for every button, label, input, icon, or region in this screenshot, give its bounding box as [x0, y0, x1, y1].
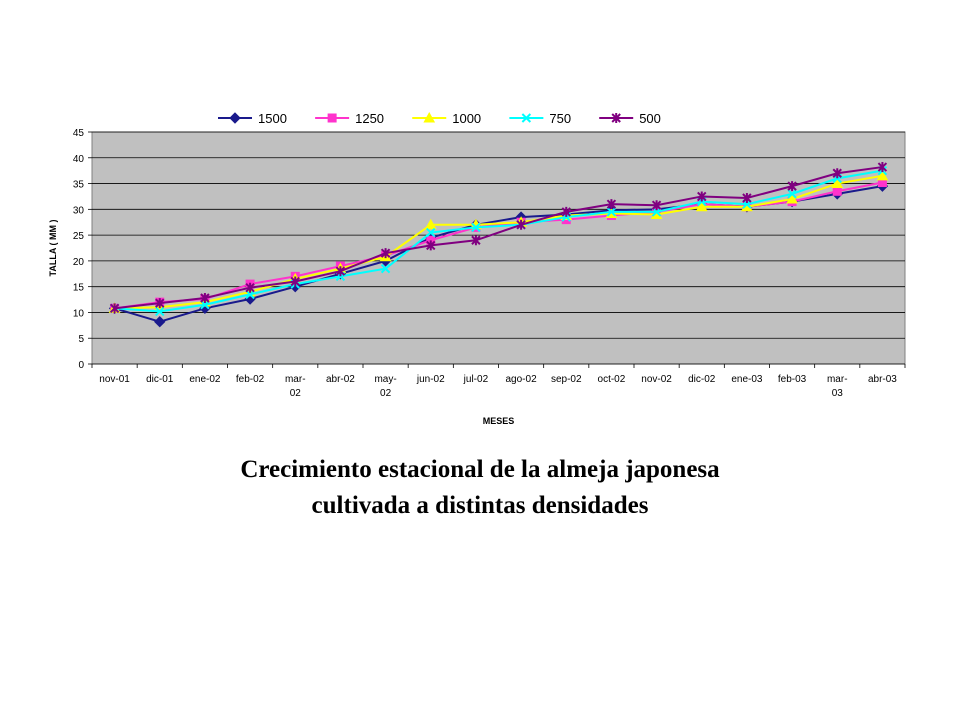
y-tick-label: 40 — [73, 154, 85, 165]
x-tick-label: feb-03 — [778, 374, 807, 385]
point-500 — [109, 303, 120, 314]
point-750 — [787, 189, 797, 199]
point-500 — [426, 240, 436, 251]
point-500 — [335, 266, 346, 277]
x-tick-label: oct-02 — [598, 374, 626, 385]
series-line-500 — [114, 166, 883, 310]
caption-line-2: cultivada a distintas densidades — [311, 492, 649, 519]
y-tick-label: 25 — [73, 231, 85, 242]
x-tick-label: ene-03 — [731, 374, 763, 385]
legend-marker-750 — [521, 113, 532, 123]
point-500 — [155, 298, 165, 309]
plot-area — [91, 131, 906, 365]
x-tick-label: jul-02 — [463, 374, 489, 385]
point-1500 — [154, 316, 166, 328]
x-tick-label: mar- — [285, 374, 306, 385]
legend-marker-1250 — [327, 113, 337, 123]
y-tick-label: 0 — [78, 360, 84, 371]
y-tick-label: 5 — [78, 334, 84, 345]
point-500 — [787, 181, 797, 192]
x-tick-label: abr-02 — [326, 374, 355, 385]
point-500 — [697, 191, 707, 202]
point-500 — [606, 199, 617, 210]
y-axis-label: TALLA ( MM ) — [48, 220, 58, 277]
point-1000 — [786, 192, 798, 204]
point-750 — [606, 207, 617, 217]
x-tick-label: 02 — [380, 388, 392, 399]
point-1000 — [876, 169, 889, 181]
x-tick-label: nov-01 — [99, 374, 130, 385]
legend-label-1500: 1500 — [258, 111, 287, 126]
point-500 — [561, 206, 571, 217]
point-500 — [471, 235, 481, 246]
legend-marker-500 — [611, 113, 621, 123]
point-1250 — [832, 186, 842, 196]
point-500 — [877, 162, 888, 173]
legend-label-500: 500 — [639, 111, 661, 126]
x-tick-label: abr-03 — [868, 374, 897, 385]
x-axis-label: MESES — [483, 416, 515, 426]
point-500 — [516, 219, 526, 230]
point-750 — [471, 222, 481, 233]
x-tick-label: jun-02 — [416, 374, 445, 385]
x-tick-label: may- — [374, 374, 396, 385]
point-750 — [426, 227, 436, 238]
series-line-750 — [114, 169, 883, 313]
legend-label-1000: 1000 — [452, 111, 481, 126]
point-500 — [380, 248, 391, 259]
point-1000 — [424, 218, 437, 230]
y-tick-label: 10 — [73, 308, 85, 319]
legend-label-1250: 1250 — [355, 111, 384, 126]
x-tick-label: 02 — [290, 388, 302, 399]
point-1000 — [831, 177, 844, 189]
point-500 — [832, 168, 842, 179]
point-750 — [380, 263, 391, 274]
x-tick-label: dic-02 — [688, 374, 716, 385]
point-500 — [742, 192, 752, 203]
y-tick-label: 30 — [73, 205, 85, 216]
chart: 0 5 10 15 20 25 30 35 40 45 nov-01 dic-01 ene-02 feb-… — [48, 111, 906, 426]
y-tick-label: 35 — [73, 180, 85, 191]
x-tick-label: nov-02 — [641, 374, 672, 385]
x-tick-label: mar- — [827, 374, 848, 385]
x-tick-label: ago-02 — [506, 374, 538, 385]
point-500 — [651, 200, 662, 211]
legend-label-750: 750 — [549, 111, 571, 126]
x-tick-label: sep-02 — [551, 374, 582, 385]
legend-marker-1000 — [423, 111, 436, 123]
point-500 — [290, 276, 300, 287]
x-tick-label: 03 — [832, 388, 844, 399]
point-1000 — [695, 200, 708, 212]
point-750 — [155, 306, 165, 317]
point-500 — [245, 282, 255, 293]
series-line-1000 — [114, 174, 883, 310]
x-tick-label: dic-01 — [146, 374, 174, 385]
legend-marker-1500 — [229, 112, 241, 124]
caption-line-1: Crecimiento estacional de la almeja japo… — [240, 456, 720, 483]
x-tick-label: ene-02 — [189, 374, 221, 385]
x-tick-label: feb-02 — [236, 374, 265, 385]
y-tick-label: 45 — [73, 128, 85, 139]
y-tick-label: 20 — [73, 257, 85, 268]
line-chart: 0 5 10 15 20 25 30 35 40 45 nov-01 dic-01 ene-02 feb-… — [48, 111, 906, 426]
point-500 — [200, 293, 210, 304]
y-tick-label: 15 — [73, 283, 85, 294]
